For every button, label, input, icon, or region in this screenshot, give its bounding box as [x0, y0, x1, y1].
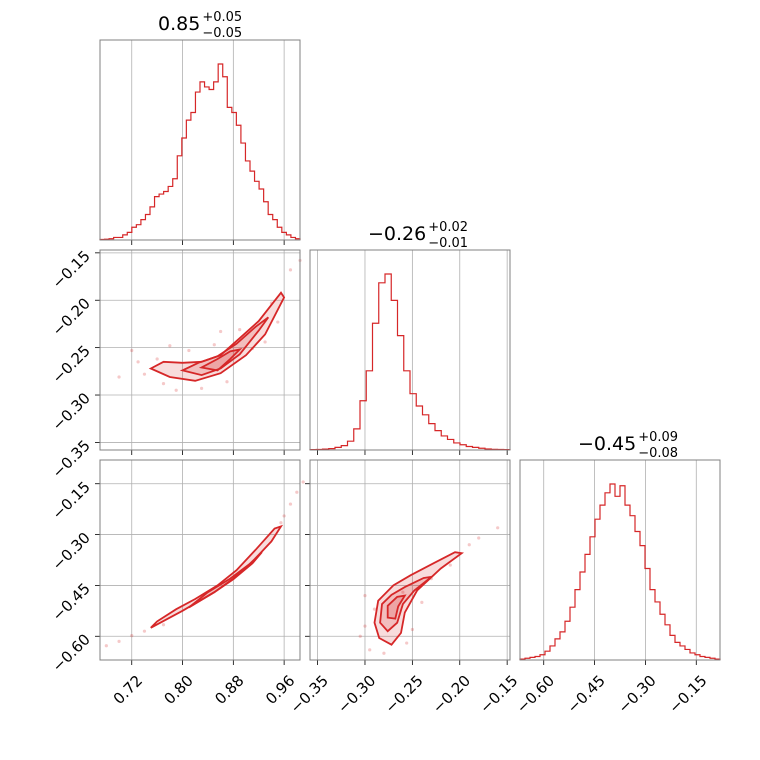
contour-level [150, 524, 284, 629]
title-plus-error: +0.09 [638, 430, 678, 445]
histogram-step-line [309, 273, 511, 451]
title-minus-error: −0.08 [638, 446, 678, 461]
sample-point [382, 651, 386, 655]
sample-point [168, 344, 172, 348]
title-plus-error: +0.05 [202, 10, 242, 25]
y-tick-label: −0.60 [49, 630, 94, 675]
sample-point [219, 329, 223, 334]
x-tick-label: 0.72 [110, 672, 146, 708]
scatter-contour-panel [95, 459, 305, 665]
title-minus-error: −0.01 [428, 236, 468, 251]
param-title: −0.45 [578, 433, 636, 455]
sample-point [288, 502, 293, 506]
x-tick-label: −0.45 [564, 672, 609, 717]
sample-point [401, 590, 405, 594]
histogram-step-line [519, 483, 721, 660]
title-plus-error: +0.02 [428, 220, 468, 235]
x-tick-label: 0.88 [211, 672, 247, 708]
sample-point [372, 607, 377, 611]
histogram-step-line [99, 63, 301, 241]
title-median: 0.85 [158, 13, 200, 35]
histogram-panel [519, 459, 721, 665]
param-title: −0.26 [368, 223, 426, 245]
sample-point [142, 629, 147, 633]
sample-point [358, 634, 362, 638]
sample-point [301, 480, 305, 484]
sample-point [288, 268, 293, 272]
sample-point [467, 543, 471, 547]
sample-point [276, 320, 280, 324]
panel-frame [99, 459, 301, 661]
histogram-panel [99, 39, 301, 245]
sample-point [117, 639, 121, 643]
y-tick-label: −0.15 [49, 247, 94, 292]
y-tick-label: −0.30 [49, 389, 94, 434]
sample-point [363, 624, 367, 628]
x-tick-label: 0.80 [161, 672, 197, 708]
sample-point [161, 382, 166, 386]
x-tick-label: −0.30 [334, 672, 379, 717]
sample-point [448, 563, 452, 567]
sample-point [238, 328, 242, 332]
sample-point [130, 348, 134, 353]
contour-level [198, 348, 243, 372]
sample-point [130, 633, 134, 638]
contour-level [148, 291, 286, 382]
contour-level [386, 594, 407, 620]
sample-point [161, 623, 166, 627]
title-median: −0.45 [578, 433, 636, 455]
sample-point [225, 380, 229, 384]
y-tick-label: −0.45 [49, 580, 94, 625]
histogram-panel [309, 249, 511, 455]
x-tick-label: −0.35 [287, 672, 332, 717]
title-median: −0.26 [368, 223, 426, 245]
sample-point [212, 343, 216, 347]
sample-point [279, 521, 283, 525]
sample-point [405, 641, 409, 645]
sample-point [410, 627, 414, 632]
sample-point [295, 490, 299, 494]
x-tick-label: −0.25 [381, 672, 426, 717]
sample-point [136, 360, 140, 364]
sample-point [496, 526, 500, 530]
x-tick-label: −0.15 [665, 672, 710, 717]
panel-frame [99, 249, 301, 451]
panel-frame [309, 249, 511, 451]
param-title: 0.85 [158, 13, 200, 35]
title-minus-error: −0.05 [202, 26, 242, 41]
sample-point [477, 536, 481, 540]
x-tick-label: −0.15 [476, 672, 521, 717]
x-tick-label: −0.60 [513, 672, 558, 717]
sample-point [142, 372, 147, 376]
sample-point [420, 600, 424, 604]
scatter-contour-panel [305, 459, 511, 665]
sample-point [263, 340, 267, 344]
sample-point [155, 357, 159, 361]
sample-point [199, 386, 204, 390]
sample-point [104, 644, 108, 648]
axis-labels: 0.72 0.80 0.88 0.96−0.35 −0.30 −0.25 −0.20 −0.1… [49, 247, 711, 717]
y-tick-label: −0.20 [49, 294, 94, 339]
x-tick-label: −0.30 [615, 672, 660, 717]
contour-level [188, 551, 263, 609]
y-tick-label: −0.35 [49, 437, 94, 482]
sample-point [187, 348, 191, 353]
sample-point [282, 514, 286, 518]
scatter-contour-panel [95, 249, 302, 455]
y-tick-label: −0.15 [49, 478, 94, 523]
sample-point [174, 388, 178, 392]
y-tick-label: −0.30 [49, 529, 94, 574]
sample-point [368, 648, 372, 652]
x-tick-label: −0.20 [429, 672, 474, 717]
panel-frame [519, 459, 721, 661]
sample-point [363, 593, 367, 598]
y-tick-label: −0.25 [49, 342, 94, 387]
sample-point [117, 375, 121, 379]
panel-frame [99, 39, 301, 241]
panel-frame [309, 459, 511, 661]
